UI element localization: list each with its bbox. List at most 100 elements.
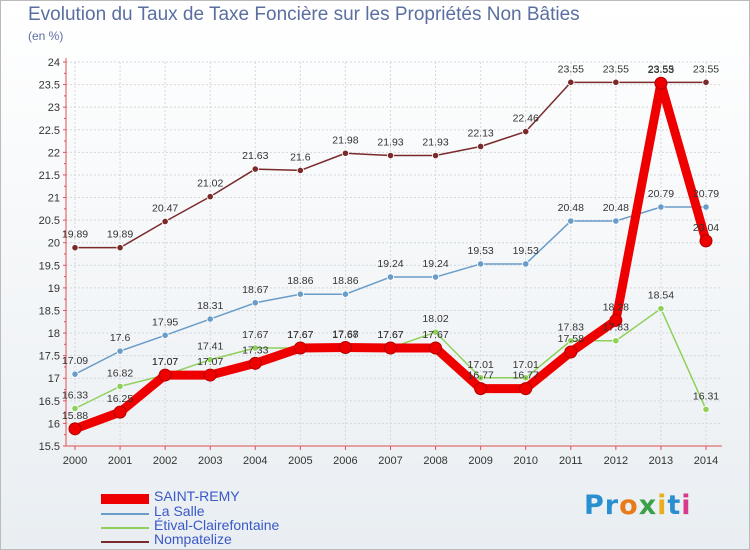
- data-label-saint-remy: 15.88: [62, 410, 88, 422]
- data-point-etival-clairefontaine: [71, 404, 79, 413]
- data-label-etival-clairefontaine: 18.54: [648, 290, 674, 302]
- legend-swatch-saint-remy: [101, 494, 149, 504]
- y-axis-unit-label: (en %): [28, 29, 64, 43]
- data-label-nompatelize: 21.93: [377, 137, 403, 149]
- data-label-la-salle: 20.48: [603, 202, 629, 214]
- logo-letter: i: [681, 490, 692, 521]
- data-point-nompatelize: [251, 165, 259, 173]
- data-point-la-salle: [341, 290, 350, 298]
- data-label-la-salle: 19.53: [513, 245, 539, 257]
- data-label-etival-clairefontaine: 17.67: [377, 329, 403, 341]
- data-point-nompatelize: [431, 151, 440, 160]
- chart-title: Evolution du Taux de Taxe Foncière sur l…: [28, 4, 580, 25]
- data-point-la-salle: [612, 217, 620, 225]
- data-point-etival-clairefontaine: [251, 344, 259, 352]
- y-tick-label: 23: [48, 102, 60, 114]
- data-point-la-salle: [522, 260, 530, 268]
- x-tick-label: 2009: [468, 455, 492, 467]
- y-tick-label: 17: [48, 373, 60, 385]
- data-label-la-salle: 20.79: [648, 188, 674, 200]
- logo-letter: r: [604, 490, 620, 521]
- data-point-la-salle: [567, 217, 575, 225]
- series-layer: [68, 76, 713, 436]
- data-point-la-salle: [296, 290, 304, 298]
- y-tick-label: 17.5: [39, 351, 60, 363]
- data-label-la-salle: 20.48: [558, 202, 584, 214]
- x-tick-label: 2002: [153, 455, 177, 467]
- x-tick-label: 2003: [198, 455, 222, 467]
- data-point-saint-remy: [654, 76, 668, 90]
- data-point-saint-remy: [203, 368, 217, 382]
- data-label-la-salle: 19.24: [377, 258, 403, 270]
- series-nompatelize: [71, 78, 710, 252]
- data-point-nompatelize: [341, 149, 350, 157]
- data-point-nompatelize: [206, 193, 214, 201]
- data-label-nompatelize: 19.89: [62, 229, 88, 241]
- x-tick-label: 2000: [63, 455, 87, 467]
- data-label-etival-clairefontaine: 17.83: [558, 322, 584, 334]
- data-point-etival-clairefontaine: [477, 374, 485, 382]
- data-label-etival-clairefontaine: 16.31: [693, 390, 719, 402]
- data-point-la-salle: [657, 203, 665, 211]
- logo-letter: t: [667, 490, 682, 521]
- legend-label-etival-clairefontaine: Étival-Clairefontaine: [154, 517, 280, 533]
- data-point-etival-clairefontaine: [567, 337, 575, 345]
- series-la-salle: [71, 203, 710, 378]
- logo-letter: i: [657, 490, 668, 521]
- series-saint-remy: [68, 76, 713, 436]
- data-point-nompatelize: [612, 78, 620, 86]
- data-label-nompatelize: 23.55: [603, 63, 629, 75]
- data-label-la-salle: 20.79: [693, 188, 719, 200]
- data-label-saint-remy: 16.25: [107, 393, 133, 405]
- data-label-nompatelize: 22.13: [468, 127, 494, 139]
- logo-letter: x: [638, 490, 658, 521]
- data-label-etival-clairefontaine: 17.83: [603, 322, 629, 334]
- y-tick-label: 19.5: [39, 260, 60, 272]
- data-label-saint-remy: 16.77: [513, 370, 539, 382]
- data-point-saint-remy: [293, 341, 307, 355]
- y-tick-label: 19: [48, 283, 60, 295]
- legend-label-la-salle: La Salle: [154, 503, 205, 519]
- data-label-etival-clairefontaine: 16.33: [62, 390, 88, 402]
- data-label-saint-remy: 20.04: [693, 222, 719, 234]
- legend-swatch-la-salle: [101, 513, 149, 515]
- y-tick-label: 22.5: [39, 125, 60, 137]
- x-tick-label: 2011: [559, 455, 583, 467]
- data-point-etival-clairefontaine: [431, 328, 440, 336]
- data-label-nompatelize: 23.55: [693, 63, 719, 75]
- data-point-nompatelize: [386, 151, 395, 160]
- data-point-etival-clairefontaine: [612, 337, 620, 345]
- data-label-etival-clairefontaine: 17.67: [332, 329, 358, 341]
- data-label-saint-remy: 17.67: [422, 329, 448, 341]
- data-label-saint-remy: 17.58: [558, 333, 584, 345]
- x-tick-label: 2008: [423, 455, 447, 467]
- logo-letter: P: [584, 490, 605, 521]
- data-point-nompatelize: [567, 78, 575, 86]
- data-label-nompatelize: 21.02: [197, 178, 223, 190]
- data-point-etival-clairefontaine: [116, 382, 124, 390]
- y-tick-label: 24: [48, 57, 60, 69]
- data-point-saint-remy: [248, 356, 262, 370]
- data-point-nompatelize: [116, 244, 124, 252]
- data-point-etival-clairefontaine: [657, 305, 665, 313]
- data-point-la-salle: [206, 315, 214, 323]
- data-label-nompatelize: 19.89: [107, 229, 133, 241]
- data-label-la-salle: 17.09: [62, 355, 88, 367]
- data-label-nompatelize: 21.98: [332, 134, 358, 146]
- data-point-la-salle: [702, 203, 710, 211]
- data-label-la-salle: 19.53: [468, 245, 494, 257]
- data-point-nompatelize: [161, 217, 169, 226]
- data-label-la-salle: 18.86: [287, 275, 313, 287]
- data-point-la-salle: [251, 299, 259, 307]
- y-tick-label: 16: [48, 418, 60, 430]
- logo-letter: o: [619, 490, 639, 521]
- data-point-saint-remy: [338, 341, 352, 355]
- x-tick-label: 2006: [333, 455, 357, 467]
- data-point-la-salle: [71, 370, 79, 378]
- data-label-etival-clairefontaine: 17.07: [152, 356, 178, 368]
- x-tick-label: 2010: [513, 455, 537, 467]
- data-label-saint-remy: 17.67: [287, 329, 313, 341]
- data-label-nompatelize: 23.55: [648, 63, 674, 75]
- data-label-saint-remy: 17.07: [197, 356, 223, 368]
